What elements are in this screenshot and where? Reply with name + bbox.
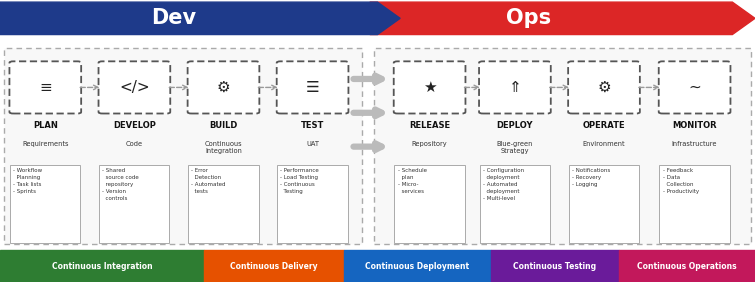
Text: RELEASE: RELEASE xyxy=(409,121,450,130)
Text: ⚙: ⚙ xyxy=(597,80,611,95)
Text: Requirements: Requirements xyxy=(22,141,69,147)
FancyBboxPatch shape xyxy=(374,48,751,244)
Text: Continuous Integration: Continuous Integration xyxy=(51,262,153,271)
Text: ∼: ∼ xyxy=(689,80,701,95)
FancyBboxPatch shape xyxy=(189,165,258,243)
FancyBboxPatch shape xyxy=(569,165,639,243)
Text: Continuous Operations: Continuous Operations xyxy=(637,262,737,271)
Text: Continuous
Integration: Continuous Integration xyxy=(205,141,242,154)
FancyBboxPatch shape xyxy=(394,61,465,114)
FancyBboxPatch shape xyxy=(480,165,550,243)
Bar xyxy=(0,250,204,282)
Text: ⇑: ⇑ xyxy=(509,80,521,95)
Bar xyxy=(204,250,344,282)
Text: Continuous Deployment: Continuous Deployment xyxy=(365,262,469,271)
Text: TEST: TEST xyxy=(301,121,324,130)
FancyBboxPatch shape xyxy=(658,61,730,114)
FancyBboxPatch shape xyxy=(98,61,171,114)
Text: Dev: Dev xyxy=(151,8,196,28)
FancyBboxPatch shape xyxy=(187,61,260,114)
Text: - Notifications
- Recovery
- Logging: - Notifications - Recovery - Logging xyxy=(572,168,610,187)
Text: PLAN: PLAN xyxy=(33,121,57,130)
FancyBboxPatch shape xyxy=(4,48,362,244)
Text: ★: ★ xyxy=(423,80,436,95)
FancyBboxPatch shape xyxy=(100,165,169,243)
Text: - Configuration
  deployment
- Automated
  deployment
- Multi-level: - Configuration deployment - Automated d… xyxy=(483,168,524,201)
FancyBboxPatch shape xyxy=(569,61,640,114)
Text: MONITOR: MONITOR xyxy=(672,121,717,130)
Text: Infrastructure: Infrastructure xyxy=(672,141,717,147)
Bar xyxy=(619,250,755,282)
Text: Environment: Environment xyxy=(583,141,625,147)
FancyBboxPatch shape xyxy=(479,61,551,114)
Text: </>: </> xyxy=(119,80,149,95)
Text: - Shared
  source code
  repository
- Version
  controls: - Shared source code repository - Versio… xyxy=(103,168,139,201)
FancyBboxPatch shape xyxy=(278,165,347,243)
Text: Continuous Delivery: Continuous Delivery xyxy=(230,262,318,271)
Text: - Feedback
- Data
  Collection
- Productivity: - Feedback - Data Collection - Productiv… xyxy=(663,168,698,194)
Text: ☰: ☰ xyxy=(306,80,319,95)
Text: ≡: ≡ xyxy=(39,80,51,95)
Text: - Workflow
  Planning
- Task lists
- Sprints: - Workflow Planning - Task lists - Sprin… xyxy=(13,168,42,194)
FancyBboxPatch shape xyxy=(10,165,80,243)
Text: BUILD: BUILD xyxy=(209,121,238,130)
Text: Ops: Ops xyxy=(506,8,551,28)
Text: - Schedule
  plan
- Micro-
  services: - Schedule plan - Micro- services xyxy=(397,168,427,194)
FancyBboxPatch shape xyxy=(9,61,82,114)
Polygon shape xyxy=(0,2,400,34)
Text: Code: Code xyxy=(126,141,143,147)
FancyBboxPatch shape xyxy=(276,61,349,114)
Text: ⚙: ⚙ xyxy=(217,80,230,95)
Text: Blue-green
Strategy: Blue-green Strategy xyxy=(497,141,533,154)
Text: UAT: UAT xyxy=(306,141,319,147)
Text: - Performance
- Load Testing
- Continuous
  Testing: - Performance - Load Testing - Continuou… xyxy=(281,168,319,194)
Polygon shape xyxy=(370,2,755,34)
Text: Continuous Testing: Continuous Testing xyxy=(513,262,596,271)
Text: DEVELOP: DEVELOP xyxy=(113,121,156,130)
Text: - Error
  Detection
- Automated
  tests: - Error Detection - Automated tests xyxy=(192,168,226,194)
Text: DEPLOY: DEPLOY xyxy=(497,121,533,130)
Bar xyxy=(491,250,619,282)
Text: Repository: Repository xyxy=(411,141,448,147)
Bar xyxy=(344,250,491,282)
FancyBboxPatch shape xyxy=(394,165,464,243)
FancyBboxPatch shape xyxy=(660,165,729,243)
Text: OPERATE: OPERATE xyxy=(583,121,625,130)
